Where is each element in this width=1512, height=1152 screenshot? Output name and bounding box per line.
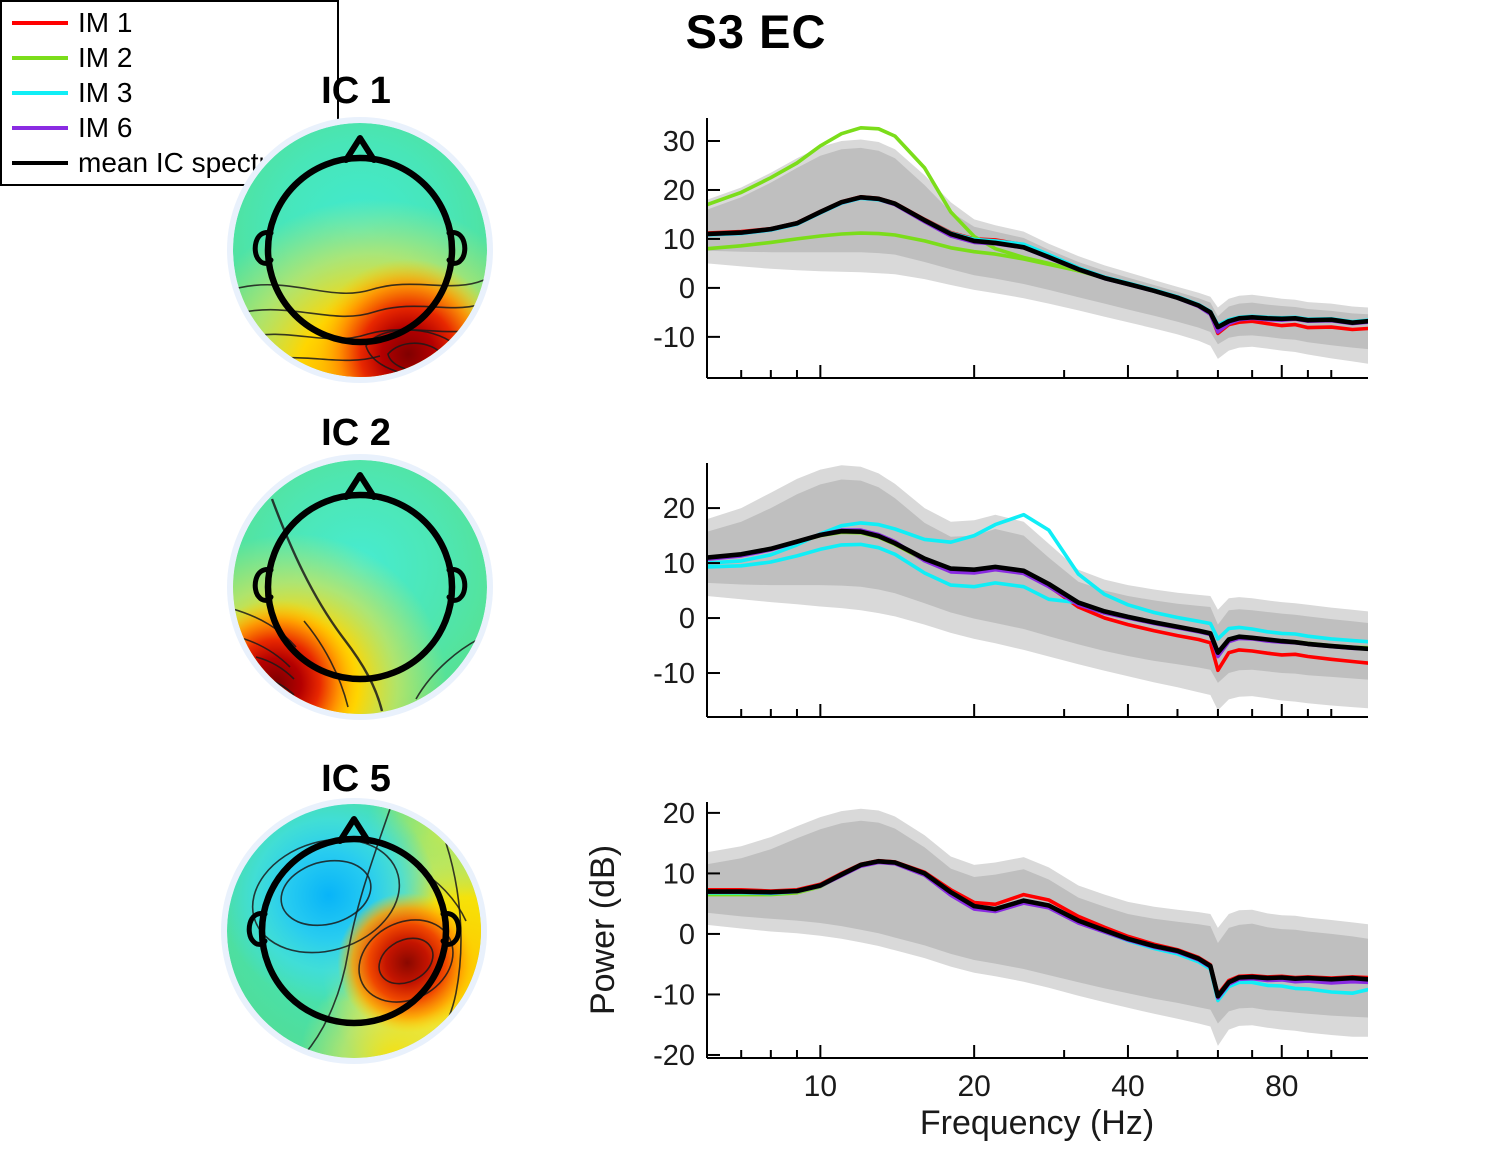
y-axis-label: Power (dB) [584,845,622,1015]
contour-line [358,919,454,1003]
y-tick-label: 20 [663,175,695,207]
y-tick-label: -10 [653,979,695,1011]
legend-item: IM 3 [12,76,327,108]
contour-line [270,498,384,712]
contour-line [241,325,483,340]
legend-item: IM 6 [12,111,327,143]
spectrum-line-im-2 [707,231,1081,273]
head-outline-icon [264,154,456,346]
x-tick-label: 20 [957,1070,990,1103]
contour-line [303,808,391,1056]
legend-swatch [12,125,68,130]
contour-line [378,937,434,985]
y-tick-label: 20 [663,493,695,525]
right-ear-icon [446,230,468,266]
x-axis-label: Frequency (Hz) [920,1104,1154,1142]
left-ear-icon [252,567,274,603]
y-tick-label: 10 [663,224,695,256]
legend-swatch [12,90,68,95]
contour-line [237,279,485,294]
ic1-label: IC 1 [321,70,391,112]
legend-item: IM 2 [12,44,327,72]
nose-icon [343,135,377,163]
ic2-label: IC 2 [321,412,391,454]
ic2-topomap [227,454,493,720]
plot-area-ic5 [707,808,1368,1046]
legend-swatch [12,56,68,61]
topomap-activity-blob [337,892,478,1033]
legend-swatch [12,160,68,165]
legend-label: IM 1 [78,7,133,39]
y-tick-label: 20 [663,798,695,830]
y-tick-label: 10 [663,858,695,890]
x-tick-label: 80 [1265,1070,1298,1103]
topomap-activity-blob [313,258,487,377]
ic5-label: IC 5 [321,758,391,800]
left-ear-icon [252,230,274,266]
y-tick-label: -20 [653,1040,695,1072]
y-tick-label: 0 [679,273,695,305]
nose-icon [343,472,377,500]
plot-area-ic2 [707,465,1368,711]
contour-line [234,301,487,318]
spectrum-line-mean-ic-spectrum [707,859,1368,999]
legend-label: IM 3 [78,76,133,108]
y-tick-label: -10 [653,322,695,354]
spectrum-line-im-3 [707,542,1081,605]
head-outline-icon [258,835,450,1027]
contour-line [280,859,372,927]
y-tick-label: 0 [679,603,695,635]
y-tick-label: 30 [663,126,695,158]
contour-line [255,656,295,680]
right-ear-icon [446,567,468,603]
legend-swatch [12,21,68,26]
nose-icon [337,816,371,844]
figure-title: S3 EC [685,5,827,58]
confidence-band [707,820,1368,1024]
left-ear-icon [246,911,268,947]
ic1-topomap [227,117,493,383]
y-tick-label: 0 [679,919,695,951]
x-tick-label: 40 [1111,1070,1144,1103]
spectrum-line-im-3 [707,512,1368,644]
spectrum-line-mean-ic-spectrum [707,528,1368,655]
contour-line [303,620,349,708]
plot-area-ic1 [707,126,1368,364]
ic5-topomap [221,798,487,1064]
right-ear-icon [440,911,462,947]
y-tick-label: 10 [663,548,695,580]
legend-item: IM 1 [12,9,327,37]
contour-line [233,608,297,648]
contour-line [251,838,401,954]
x-tick-label: 10 [804,1070,837,1103]
legend-label: IM 6 [78,111,133,143]
y-tick-label: -10 [653,658,695,690]
spectrum-line-mean-ic-spectrum [707,195,1368,330]
head-outline-icon [264,491,456,683]
legend-label: IM 2 [78,42,133,74]
